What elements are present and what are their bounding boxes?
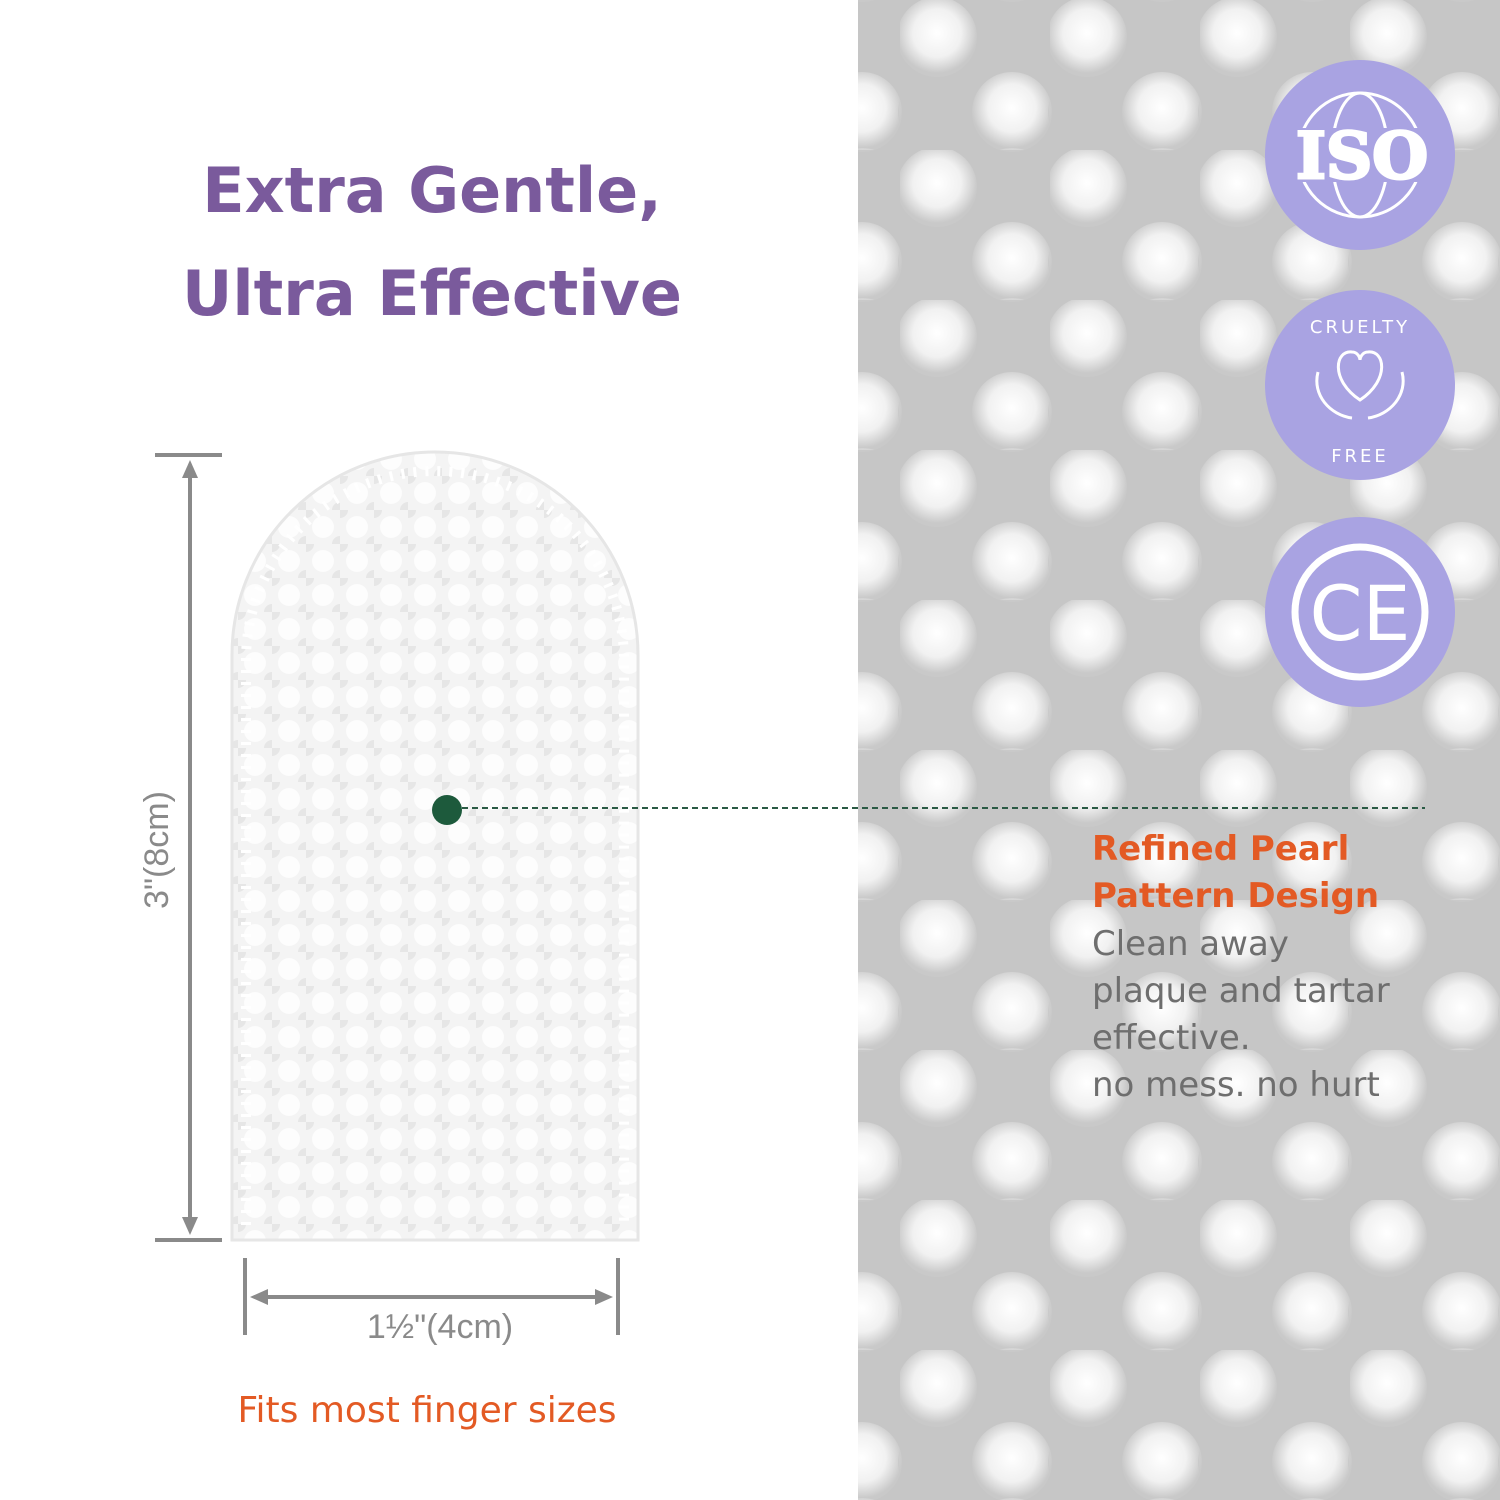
height-dimension (155, 453, 222, 1242)
iso-badge: ISO (1265, 60, 1455, 250)
callout-body: no mess. no hurt (1092, 1065, 1380, 1105)
callout-title: Refined Pearl (1092, 829, 1349, 869)
callout-dot (432, 795, 462, 825)
iso-text: ISO (1296, 119, 1428, 194)
finger-cot (230, 450, 640, 1242)
height-label: 3"(8cm) (138, 791, 176, 909)
caption: Fits most finger sizes (237, 1390, 616, 1431)
ce-badge: CE (1265, 517, 1455, 707)
stitching (241, 466, 629, 1225)
width-dimension (243, 1258, 620, 1335)
callout-body: plaque and tartar (1092, 971, 1390, 1011)
free-text: FREE (1331, 446, 1389, 467)
title-line: Ultra Effective (182, 257, 682, 330)
title-line: Extra Gentle, (202, 154, 662, 227)
cruelty-free-badge: CRUELTY FREE (1265, 290, 1455, 480)
callout-title: Pattern Design (1092, 876, 1379, 916)
callout-body: Clean away (1092, 924, 1289, 964)
width-label: 1½"(4cm) (367, 1308, 513, 1346)
cruelty-text: CRUELTY (1310, 317, 1410, 338)
ce-text: CE (1309, 569, 1410, 658)
texture-panel (858, 0, 1500, 1500)
callout-body: effective. (1092, 1018, 1251, 1058)
